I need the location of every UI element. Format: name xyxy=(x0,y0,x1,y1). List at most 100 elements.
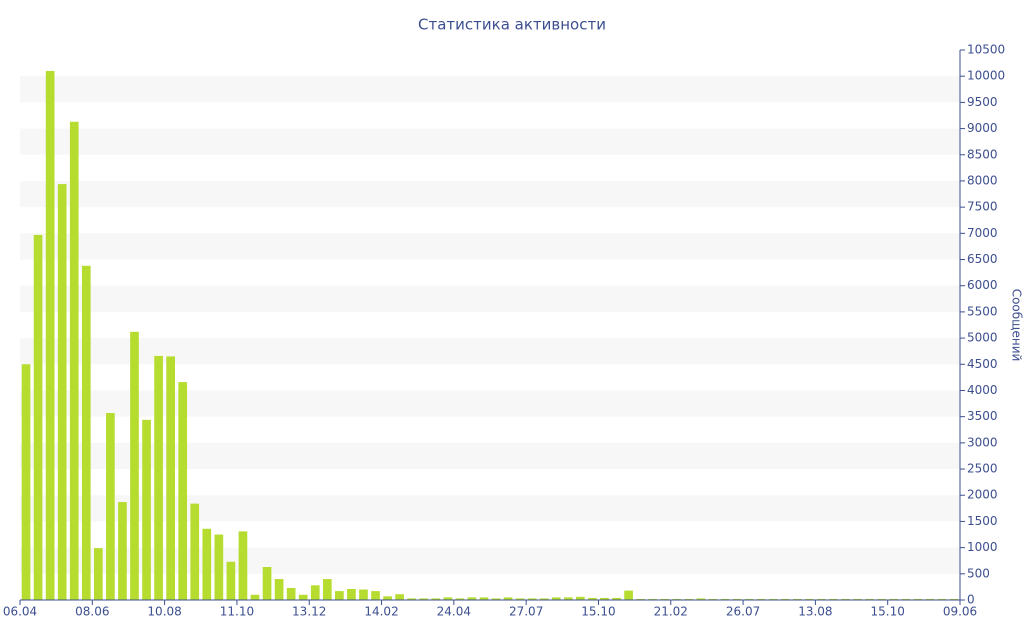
y-tick-label: 5000 xyxy=(967,331,998,345)
bar xyxy=(57,184,67,600)
bar xyxy=(347,589,356,600)
bar xyxy=(937,598,947,600)
grid-band xyxy=(20,233,960,260)
y-tick-label: 7000 xyxy=(967,226,998,240)
y-tick-label: 9500 xyxy=(967,95,998,109)
bar xyxy=(660,598,670,600)
bar xyxy=(696,598,706,600)
bar xyxy=(298,594,308,600)
bar xyxy=(515,598,525,600)
bar xyxy=(600,597,609,600)
bar xyxy=(190,503,200,600)
grid-band xyxy=(20,547,960,574)
bar xyxy=(274,579,284,600)
bar xyxy=(877,598,887,600)
bar xyxy=(142,419,151,600)
x-tick-label: 10.08 xyxy=(147,605,181,619)
bar xyxy=(310,585,320,600)
bar xyxy=(853,598,862,600)
bar xyxy=(21,364,31,600)
bar xyxy=(322,579,332,600)
bar xyxy=(551,597,561,600)
bar xyxy=(684,598,694,600)
x-tick-label: 13.12 xyxy=(292,605,326,619)
y-tick-label: 10500 xyxy=(967,43,1005,57)
bar xyxy=(792,598,802,600)
bar xyxy=(841,598,850,600)
x-tick-label: 27.07 xyxy=(509,605,543,619)
y-axis-label: Сообщений xyxy=(1010,289,1024,362)
bar xyxy=(45,70,55,600)
bar xyxy=(479,597,489,600)
bar xyxy=(624,590,633,600)
grid-band xyxy=(20,442,960,470)
bar xyxy=(744,598,754,600)
bar xyxy=(106,413,115,600)
bar xyxy=(708,598,718,600)
bar xyxy=(865,598,874,600)
bar xyxy=(33,234,43,600)
bar xyxy=(359,589,368,600)
bar xyxy=(576,596,585,600)
bar xyxy=(949,598,959,600)
x-tick-label: 15.10 xyxy=(581,605,615,619)
y-tick-label: 0 xyxy=(967,593,975,607)
bar xyxy=(371,591,380,600)
x-tick-label: 06.04 xyxy=(3,605,37,619)
bar xyxy=(262,567,272,600)
y-tick-label: 2000 xyxy=(967,488,998,502)
bar xyxy=(118,502,127,600)
bar xyxy=(829,598,838,600)
bar xyxy=(250,594,260,600)
bar xyxy=(588,597,597,600)
bar xyxy=(178,382,188,600)
grid-band xyxy=(20,285,960,312)
bar xyxy=(539,598,549,600)
y-tick-label: 6000 xyxy=(967,278,998,292)
bar xyxy=(286,587,296,600)
bar xyxy=(335,591,344,600)
bar xyxy=(913,598,923,600)
y-tick-label: 7500 xyxy=(967,200,998,214)
bar xyxy=(407,598,417,600)
grid-band xyxy=(20,390,960,417)
bar xyxy=(467,597,477,600)
x-tick-label: 08.06 xyxy=(75,605,109,619)
x-tick-label: 13.08 xyxy=(798,605,832,619)
bar xyxy=(226,561,236,600)
y-tick-label: 6500 xyxy=(967,252,998,266)
x-tick-label: 21.02 xyxy=(654,605,688,619)
bar xyxy=(503,597,513,600)
bar xyxy=(768,598,778,600)
x-tick-label: 11.10 xyxy=(220,605,254,619)
bar xyxy=(805,598,814,600)
y-tick-label: 8500 xyxy=(967,147,998,161)
y-tick-label: 1500 xyxy=(967,514,998,528)
bar xyxy=(780,598,790,600)
grid-band xyxy=(20,128,960,155)
y-tick-label: 3500 xyxy=(967,409,998,423)
bar xyxy=(419,598,429,600)
bar xyxy=(431,598,441,600)
y-tick-label: 2500 xyxy=(967,462,998,476)
x-tick-label: 24.04 xyxy=(437,605,471,619)
bar xyxy=(720,598,730,600)
y-tick-label: 8000 xyxy=(967,173,998,187)
bar xyxy=(901,598,911,600)
x-tick-label: 26.07 xyxy=(726,605,760,619)
y-tick-label: 5500 xyxy=(967,304,998,318)
bar xyxy=(93,548,103,600)
chart-title: Статистика активности xyxy=(418,16,606,34)
bar xyxy=(732,598,742,600)
y-tick-label: 4000 xyxy=(967,383,998,397)
bar xyxy=(130,331,139,600)
x-tick-label: 15.10 xyxy=(871,605,905,619)
bar xyxy=(214,534,224,600)
bar xyxy=(563,597,573,600)
x-tick-label: 09.06 xyxy=(943,605,977,619)
bar xyxy=(491,598,501,600)
grid-band xyxy=(20,338,960,365)
bar xyxy=(527,598,537,600)
bar xyxy=(166,356,175,600)
